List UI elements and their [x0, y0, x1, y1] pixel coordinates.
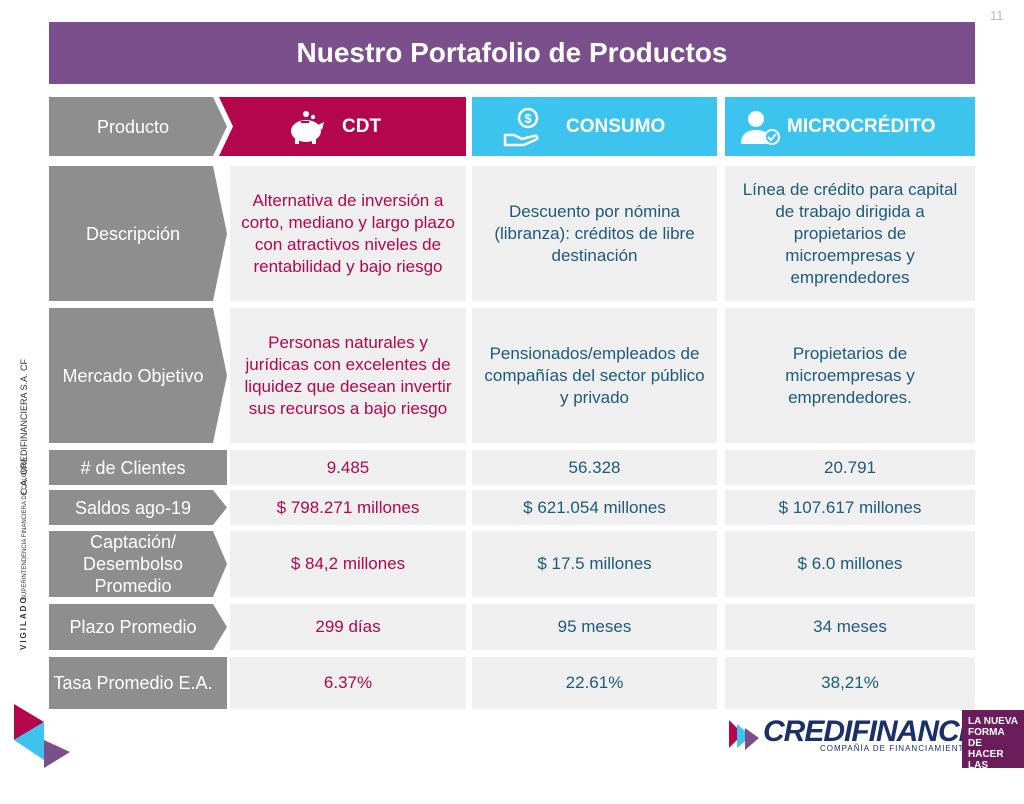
tasa-micro: 38,21%: [725, 657, 975, 709]
vigilado-text: VIGILADO: [19, 595, 28, 650]
plazo-cdt: 299 días: [230, 604, 466, 650]
descripcion-consumo: Descuento por nómina (libranza): crédito…: [472, 166, 717, 301]
row-label-tasa: Tasa Promedio E.A.: [49, 657, 227, 709]
descripcion-cdt: Alternativa de inversión a corto, median…: [230, 166, 466, 301]
mercado-micro: Propietarios de microempresas y emprende…: [725, 308, 975, 443]
header-microcredito: MICROCRÉDITO: [725, 97, 975, 156]
header-microcredito-label: MICROCRÉDITO: [787, 115, 936, 137]
decorative-shapes: [14, 704, 70, 768]
clientes-consumo: 56.328: [472, 450, 717, 485]
tasa-cdt: 6.37%: [230, 657, 466, 709]
clientes-cdt: 9.485: [230, 450, 466, 485]
superintendencia-text: SUPERINTENDENCIA FINANCIERA DE COLOMBIA: [22, 457, 28, 600]
hand-money-icon: $: [503, 107, 539, 146]
row-label-captacion: Captación/ Desembolso Promedio: [49, 531, 227, 597]
header-cdt-label: CDT: [342, 115, 382, 137]
plazo-consumo: 95 meses: [472, 604, 717, 650]
row-label-descripcion: Descripción: [49, 166, 227, 301]
header-cdt: CDT: [219, 97, 466, 156]
svg-text:$: $: [524, 111, 532, 126]
saldos-consumo: $ 621.054 millones: [472, 490, 717, 525]
row-label-clientes: # de Clientes: [49, 450, 227, 485]
plazo-micro: 34 meses: [725, 604, 975, 650]
captacion-cdt: $ 84,2 millones: [230, 531, 466, 597]
row-label-plazo: Plazo Promedio: [49, 604, 227, 650]
row-label-mercado: Mercado Objetivo: [49, 308, 227, 443]
page-number: 11: [990, 8, 1004, 23]
mercado-cdt: Personas naturales y jurídicas con excel…: [230, 308, 466, 443]
captacion-micro: $ 6.0 millones: [725, 531, 975, 597]
page-title: Nuestro Portafolio de Productos: [49, 22, 975, 84]
credifinanciera-logo-icon: [729, 720, 759, 750]
row-label-saldos: Saldos ago-19: [49, 490, 227, 525]
clientes-micro: 20.791: [725, 450, 975, 485]
slogan-box: LA NUEVA FORMA DE HACER LAS COSAS, COMO …: [962, 710, 1024, 804]
saldos-micro: $ 107.617 millones: [725, 490, 975, 525]
descripcion-micro: Línea de crédito para capital de trabajo…: [725, 166, 975, 301]
user-check-icon: [741, 110, 780, 145]
captacion-consumo: $ 17.5 millones: [472, 531, 717, 597]
tasa-consumo: 22.61%: [472, 657, 717, 709]
logo-subtitle: COMPAÑÍA DE FINANCIAMIENTO: [820, 744, 972, 753]
mercado-consumo: Pensionados/empleados de compañías del s…: [472, 308, 717, 443]
piggy-bank-icon: [291, 110, 324, 144]
product-label: Producto: [49, 97, 227, 156]
saldos-cdt: $ 798.271 millones: [230, 490, 466, 525]
header-consumo-label: CONSUMO: [566, 115, 666, 137]
header-consumo: $ CONSUMO: [472, 97, 717, 156]
